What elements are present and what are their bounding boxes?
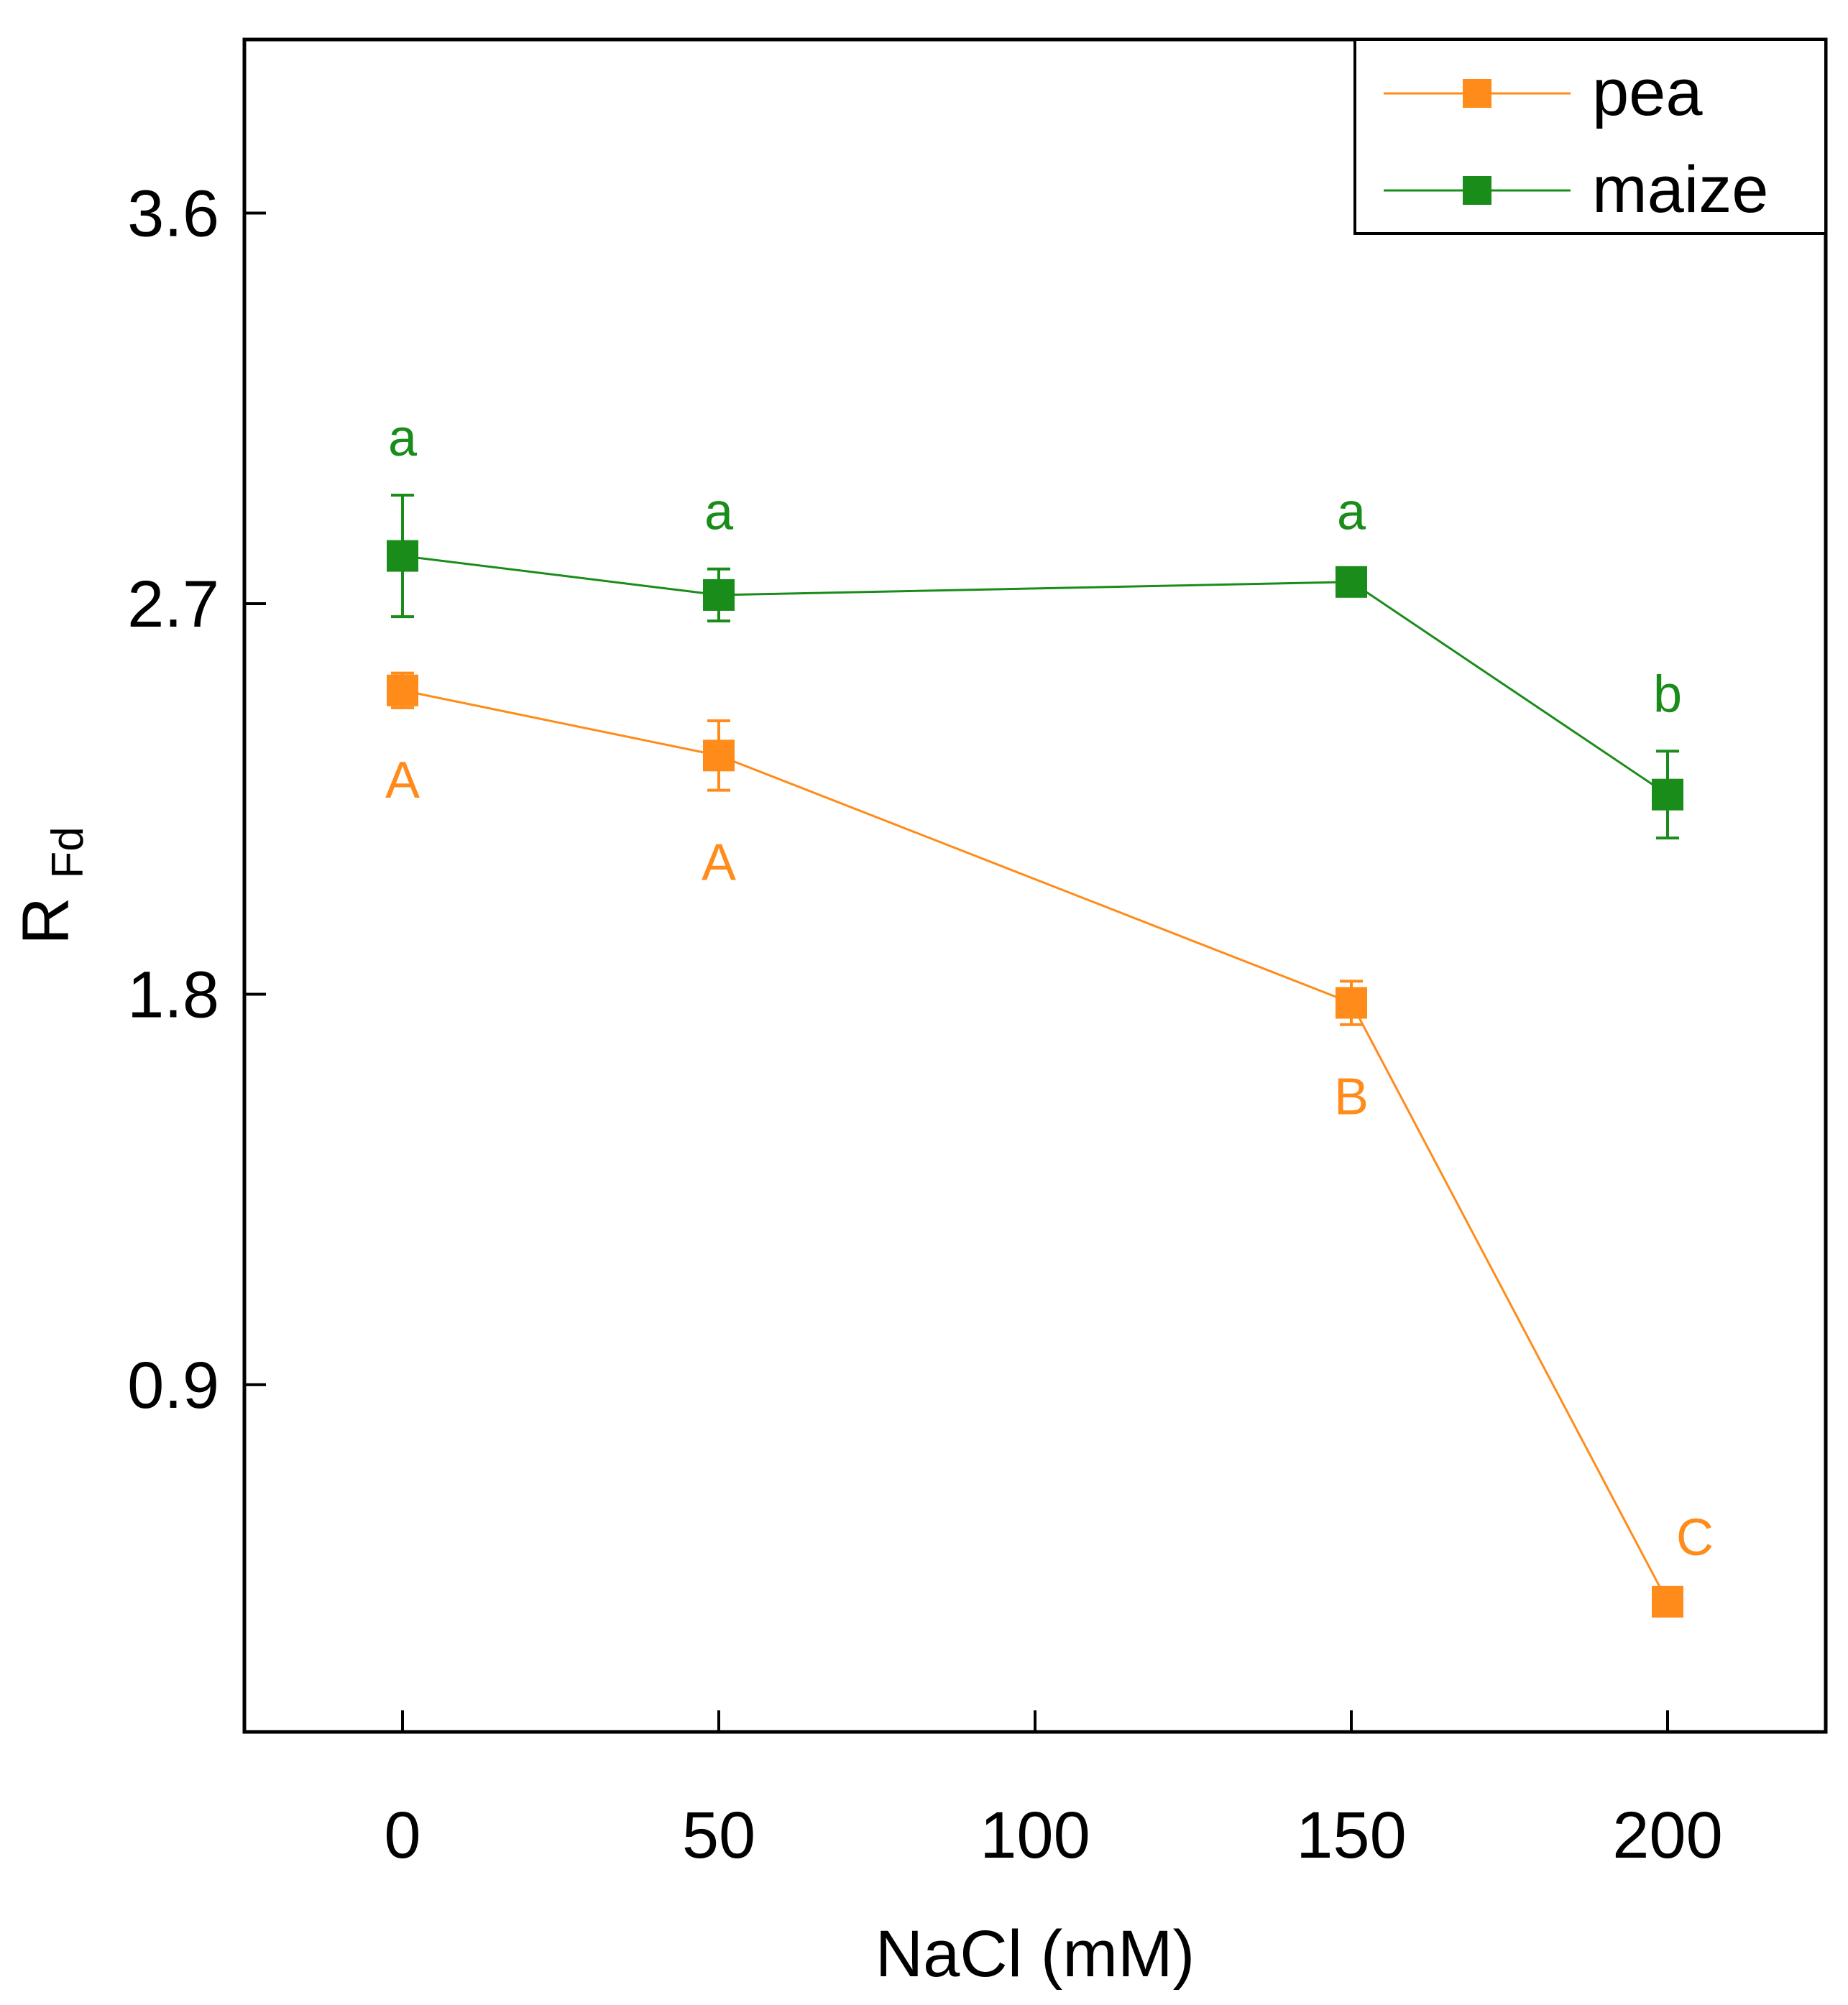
maize-significance-letter: a: [388, 410, 418, 467]
pea-significance-letter: A: [385, 752, 420, 809]
y-tick-label: 1.8: [127, 958, 219, 1031]
y-tick-label: 2.7: [127, 568, 219, 641]
y-axis-label-subscript: Fd: [43, 826, 93, 878]
x-tick-label: 0: [384, 1799, 420, 1872]
pea-marker: [703, 739, 735, 772]
legend-box: [1353, 38, 1827, 235]
y-tick-label: 0.9: [127, 1349, 219, 1422]
pea-significance-letter: A: [702, 834, 736, 892]
maize-marker: [387, 540, 418, 572]
series-pea: A A B C: [385, 671, 1714, 1618]
legend-item-pea: pea: [1384, 56, 1703, 129]
x-axis-label: NaCl (mM): [875, 1917, 1195, 1991]
maize-marker: [703, 579, 735, 611]
legend-marker: [1463, 176, 1491, 205]
pea-marker: [387, 674, 418, 706]
legend-label: maize: [1592, 153, 1768, 226]
legend-marker: [1463, 79, 1491, 108]
pea-significance-letter: B: [1334, 1069, 1369, 1126]
pea-marker: [1652, 1585, 1683, 1618]
pea-marker: [1336, 987, 1367, 1019]
x-tick-label: 50: [682, 1799, 755, 1872]
x-tick-label: 150: [1296, 1799, 1407, 1872]
maize-significance-letter: a: [1337, 484, 1366, 541]
maize-line: [402, 555, 1668, 796]
x-tick-label: 100: [980, 1799, 1090, 1872]
pea-line: [402, 689, 1669, 1603]
pea-significance-letter: C: [1676, 1509, 1714, 1567]
maize-significance-letter: a: [704, 484, 734, 541]
legend: pea maize: [1353, 38, 1827, 235]
x-tick-label: 200: [1612, 1799, 1723, 1872]
maize-significance-letter: b: [1653, 665, 1682, 723]
plot-area: A A B Ca a a b: [385, 410, 1714, 1618]
axes: 0 50 100 150 200 0.9 1.8 2.7 3.6: [127, 178, 1723, 1872]
legend-item-maize: maize: [1384, 153, 1768, 226]
y-axis-label: R Fd: [9, 826, 93, 944]
legend-label: pea: [1592, 56, 1703, 129]
maize-marker: [1652, 778, 1683, 811]
y-tick-label: 3.6: [127, 178, 219, 251]
y-axis-label-main: R: [9, 897, 83, 944]
series-maize: a a a b: [387, 410, 1683, 840]
maize-marker: [1336, 566, 1367, 598]
